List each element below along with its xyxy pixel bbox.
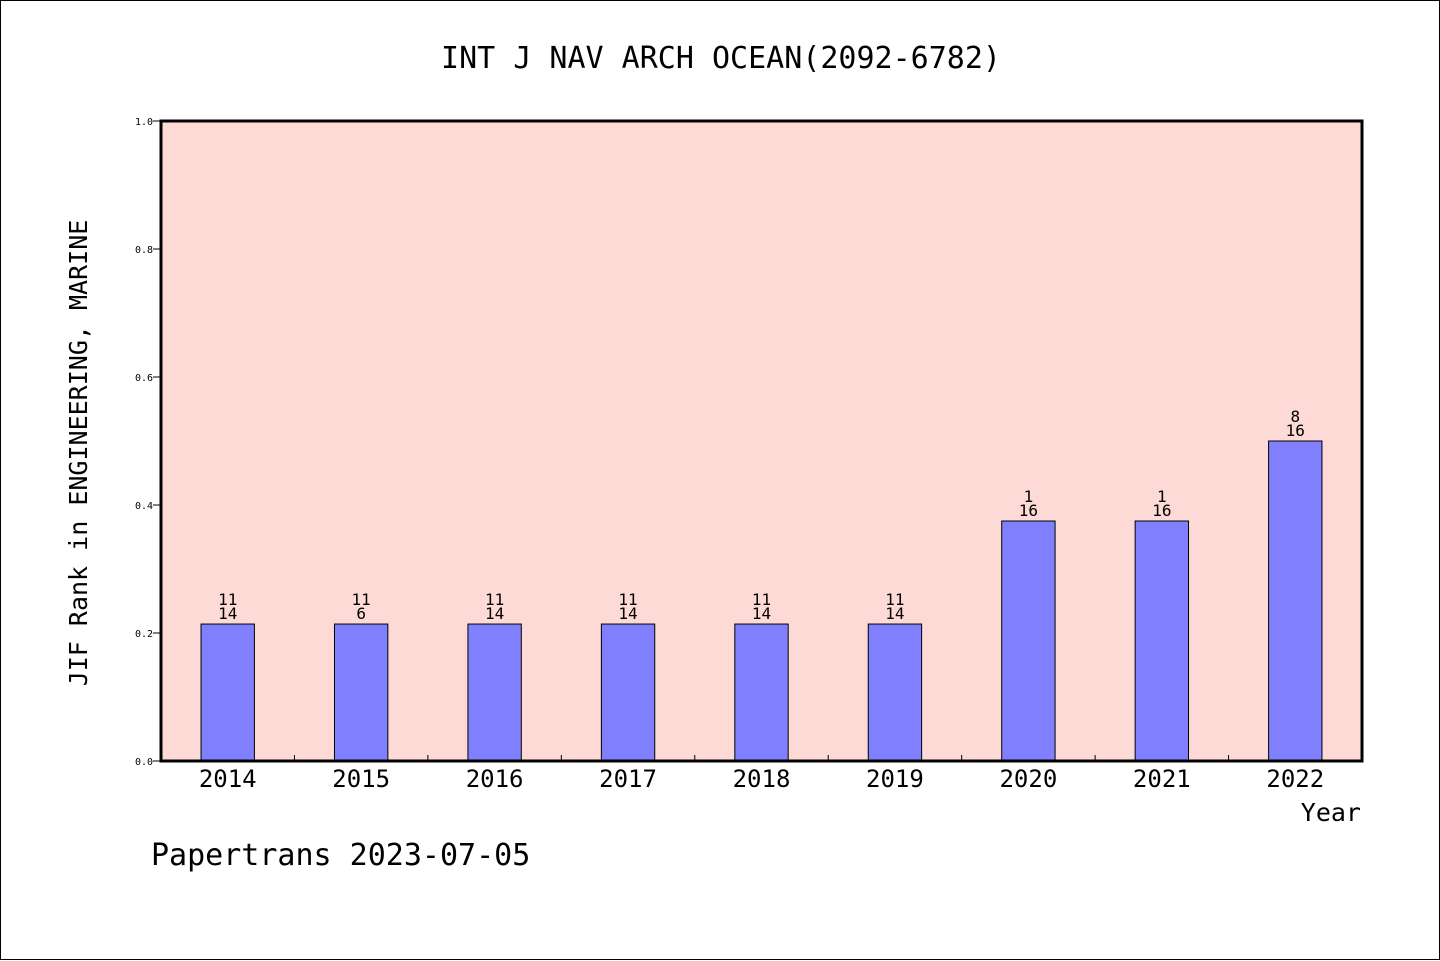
bar-label-bottom: 14 — [752, 604, 771, 623]
bar — [600, 623, 656, 762]
x-axis-label: Year — [1301, 798, 1361, 827]
bar-label-top: 8 — [1290, 407, 1300, 426]
bar-label-top: 11 — [618, 590, 637, 609]
footer-credit: Papertrans 2023-07-05 — [151, 838, 530, 873]
bar — [1001, 520, 1056, 762]
bar-label-top: 11 — [218, 590, 237, 609]
x-tick-label: 2021 — [1133, 765, 1191, 793]
x-tick-label: 2015 — [332, 765, 390, 793]
y-axis-label: JIF Rank in ENGINEERING, MARINE — [64, 220, 93, 687]
bar-label-bottom: 14 — [218, 604, 237, 623]
y-tick-label: 0.6 — [135, 373, 153, 384]
x-tick-label: 2020 — [999, 765, 1057, 793]
bar-label-top: 11 — [485, 590, 504, 609]
bar — [867, 623, 923, 762]
bar — [200, 623, 255, 762]
bar-label-bottom: 16 — [1019, 501, 1038, 520]
bar-label-bottom: 14 — [885, 604, 904, 623]
y-tick-label: 0.2 — [135, 629, 153, 640]
x-tick-label: 2022 — [1266, 765, 1324, 793]
plot-area: 0.00.20.40.60.81.01114201411620151114201… — [135, 117, 1364, 793]
bar-label-bottom: 6 — [356, 604, 366, 623]
bar-label-bottom: 14 — [485, 604, 504, 623]
x-tick-label: 2018 — [733, 765, 791, 793]
bar-label-bottom: 16 — [1286, 421, 1305, 440]
x-tick-label: 2019 — [866, 765, 924, 793]
bar-label-top: 11 — [885, 590, 904, 609]
bar — [333, 623, 389, 762]
bar — [467, 623, 522, 762]
plot-border — [159, 119, 1364, 763]
bar — [1268, 440, 1323, 762]
y-tick-label: 0.4 — [135, 501, 153, 512]
bar-label-top: 11 — [752, 590, 771, 609]
chart-title: INT J NAV ARCH OCEAN(2092-6782) — [441, 41, 1001, 76]
bar-label-top: 1 — [1024, 487, 1034, 506]
bar-label-top: 11 — [352, 590, 371, 609]
x-tick-label: 2017 — [599, 765, 657, 793]
bar-label-top: 1 — [1157, 487, 1167, 506]
y-tick-label: 0.0 — [135, 757, 153, 768]
y-tick-label: 0.8 — [135, 245, 153, 256]
x-tick-label: 2016 — [466, 765, 524, 793]
bar — [1134, 520, 1190, 762]
bar-label-bottom: 14 — [618, 604, 637, 623]
bar-label-bottom: 16 — [1152, 501, 1171, 520]
x-tick-label: 2014 — [199, 765, 257, 793]
bar — [734, 623, 789, 762]
y-tick-label: 1.0 — [135, 117, 153, 128]
